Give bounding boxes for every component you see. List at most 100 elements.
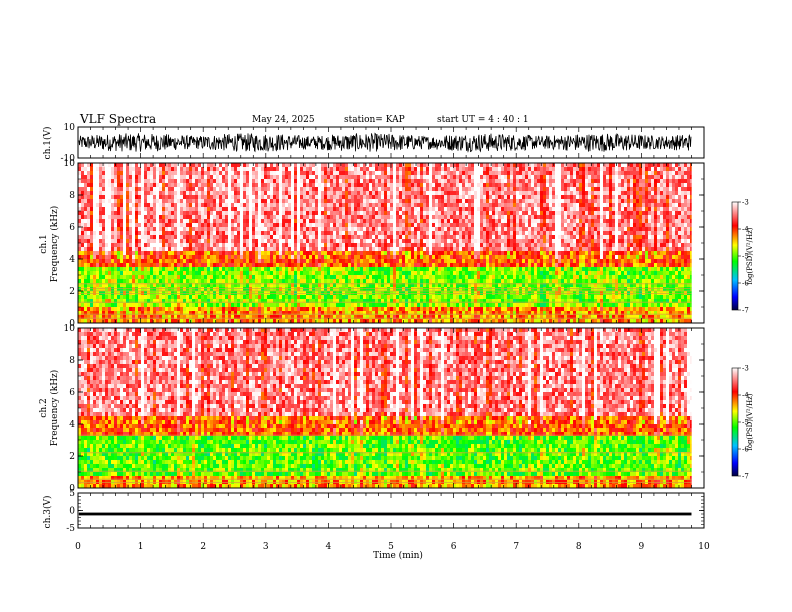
spec-cell — [162, 311, 166, 316]
spec-cell — [153, 287, 157, 292]
spec-cell — [120, 203, 124, 208]
spec-cell — [321, 203, 325, 208]
spec-cell — [294, 271, 298, 276]
spec-cell — [357, 219, 361, 224]
spec-cell — [399, 219, 403, 224]
spec-cell — [303, 195, 307, 200]
spec-cell — [198, 239, 202, 244]
spec-cell — [441, 263, 445, 268]
spec-cell — [168, 163, 172, 168]
spec-cell — [342, 279, 346, 284]
spec-cell — [315, 183, 319, 188]
spec-cell — [339, 251, 343, 256]
spec-cell — [312, 259, 316, 264]
spec-cell — [408, 303, 412, 308]
spec-cell — [387, 183, 391, 188]
spec-cell — [321, 191, 325, 196]
spec-cell — [174, 311, 178, 316]
spec-cell — [117, 307, 121, 312]
spec-cell — [372, 239, 376, 244]
spec-cell — [405, 307, 409, 312]
spec-cell — [195, 187, 199, 192]
spec-cell — [411, 183, 415, 188]
spec-cell — [357, 311, 361, 316]
spec-cell — [135, 255, 139, 260]
spec-cell — [96, 195, 100, 200]
spec-cell — [117, 227, 121, 232]
spec-cell — [435, 231, 439, 236]
spec-cell — [222, 187, 226, 192]
spec-cell — [264, 227, 268, 232]
spec-cell — [273, 183, 277, 188]
spec-cell — [126, 215, 130, 220]
spec-cell — [435, 223, 439, 228]
spec-cell — [81, 279, 85, 284]
spec-cell — [156, 271, 160, 276]
spec-cell — [135, 195, 139, 200]
spec-cell — [267, 235, 271, 240]
spec-cell — [168, 247, 172, 252]
spec-cell — [372, 275, 376, 280]
spec-cell — [255, 171, 259, 176]
spec-cell — [291, 315, 295, 320]
spec-cell — [99, 295, 103, 300]
spec-cell — [336, 275, 340, 280]
spec-cell — [111, 243, 115, 248]
spec-cell — [129, 231, 133, 236]
spec-cell — [252, 287, 256, 292]
spec-cell — [336, 163, 340, 168]
spec-cell — [93, 315, 97, 320]
spec-cell — [210, 215, 214, 220]
spec-cell — [78, 195, 82, 200]
spec-cell — [147, 215, 151, 220]
spec-cell — [231, 271, 235, 276]
spec-cell — [198, 231, 202, 236]
spec-cell — [321, 231, 325, 236]
spec-cell — [411, 283, 415, 288]
spec-cell — [159, 223, 163, 228]
spec-cell — [267, 307, 271, 312]
spec-cell — [165, 171, 169, 176]
spec-cell — [330, 211, 334, 216]
spec-cell — [375, 175, 379, 180]
spec-cell — [213, 267, 217, 272]
spec-cell — [414, 167, 418, 172]
spec-cell — [309, 231, 313, 236]
spec-cell — [309, 271, 313, 276]
spec-cell — [90, 275, 94, 280]
spec-cell — [93, 303, 97, 308]
spec-cell — [381, 287, 385, 292]
spec-cell — [423, 231, 427, 236]
spec-cell — [246, 303, 250, 308]
spec-cell — [231, 239, 235, 244]
spec-cell — [174, 319, 178, 324]
spec-cell — [369, 267, 373, 272]
spec-cell — [108, 191, 112, 196]
spec-cell — [354, 311, 358, 316]
spec-cell — [234, 283, 238, 288]
spec-cell — [111, 271, 115, 276]
spec-cell — [312, 315, 316, 320]
spec-cell — [375, 199, 379, 204]
spec-cell — [222, 251, 226, 256]
spec-cell — [150, 283, 154, 288]
spec-cell — [354, 187, 358, 192]
spec-cell — [312, 187, 316, 192]
spec-cell — [375, 171, 379, 176]
spec-cell — [321, 287, 325, 292]
spec-cell — [222, 267, 226, 272]
spec-cell — [132, 199, 136, 204]
spec-cell — [225, 195, 229, 200]
spec-cell — [246, 283, 250, 288]
spec-cell — [192, 235, 196, 240]
spec-cell — [366, 211, 370, 216]
spec-cell — [288, 251, 292, 256]
spec-cell — [357, 179, 361, 184]
spec-cell — [108, 275, 112, 280]
spec-cell — [408, 311, 412, 316]
spec-cell — [141, 179, 145, 184]
spec-cell — [150, 163, 154, 168]
spec-cell — [417, 239, 421, 244]
spec-cell — [411, 251, 415, 256]
